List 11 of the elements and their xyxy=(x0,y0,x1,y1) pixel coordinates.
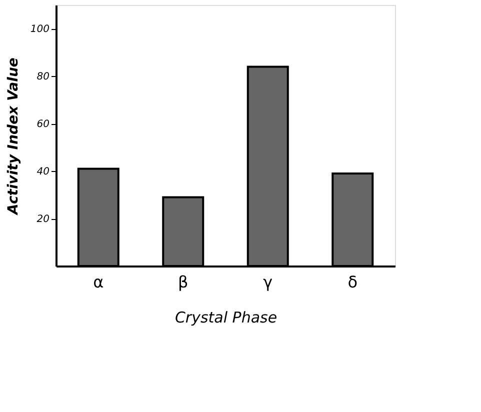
x-tick-label: β xyxy=(178,272,188,292)
x-tick-label: δ xyxy=(348,272,358,292)
x-axis-title: Crystal Phase xyxy=(174,308,278,326)
y-tick-label: 60 xyxy=(36,119,50,130)
x-tick-label: γ xyxy=(263,272,273,292)
y-tick-label: 80 xyxy=(36,72,50,83)
y-tick-label: 40 xyxy=(36,166,50,178)
y-tick-label: 100 xyxy=(30,24,50,36)
y-tick-label: 20 xyxy=(36,214,50,226)
y-axis-title: Activity Index Value xyxy=(5,58,22,216)
x-tick-label: α xyxy=(93,272,104,292)
